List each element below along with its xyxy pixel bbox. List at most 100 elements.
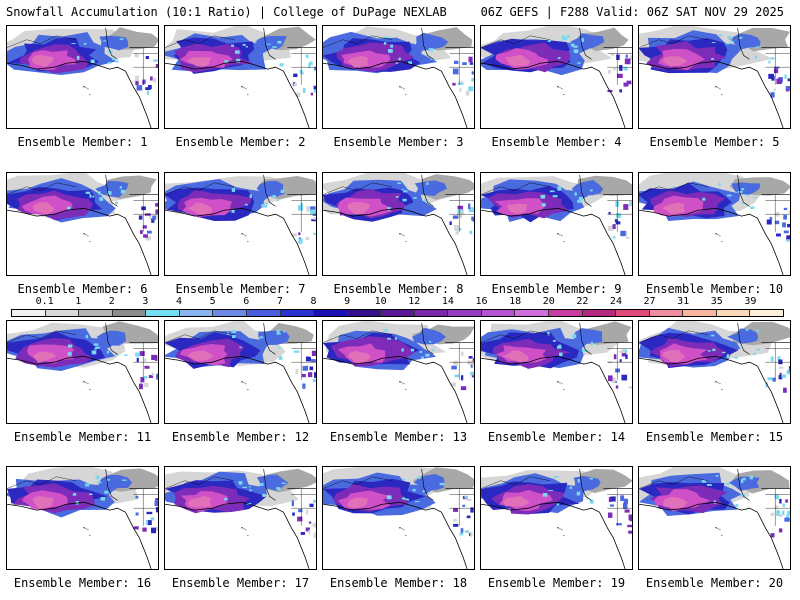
scale-swatch	[381, 310, 415, 316]
scale-swatch	[616, 310, 650, 316]
scale-swatch	[481, 310, 516, 316]
ensemble-member-label: Ensemble Member: 3	[333, 135, 464, 149]
scale-tick-label: 22	[576, 296, 589, 307]
scale-tick-label: 4	[176, 296, 183, 307]
scale-swatch	[649, 310, 684, 316]
page-title: Snowfall Accumulation (10:1 Ratio) | Col…	[6, 5, 447, 19]
ensemble-panel	[480, 320, 633, 424]
scale-tick-label: 2	[108, 296, 115, 307]
snowfall-map	[7, 173, 158, 275]
ensemble-panel	[6, 320, 159, 424]
ensemble-member-label: Ensemble Member: 16	[13, 576, 152, 590]
scale-tick-label: 35	[710, 296, 723, 307]
scale-swatch	[246, 310, 281, 316]
ensemble-panel	[164, 466, 317, 570]
scale-tick-label: 9	[344, 296, 351, 307]
ensemble-member-label: Ensemble Member: 6	[17, 282, 148, 296]
scale-tick-label: 5	[209, 296, 216, 307]
color-scale-labels: 0.1 1 2 3 4 5 6 7 8 9 10 12 14 16 18 20 22 24 27 31 35 39	[11, 296, 784, 308]
ensemble-panel	[164, 25, 317, 129]
scale-tick-label: 39	[744, 296, 757, 307]
scale-tick-label: 7	[276, 296, 283, 307]
ensemble-member-label: Ensemble Member: 15	[645, 430, 784, 444]
scale-tick-label: 3	[142, 296, 149, 307]
ensemble-member-label: Ensemble Member: 8	[333, 282, 464, 296]
ensemble-member-label: Ensemble Member: 17	[171, 576, 310, 590]
ensemble-member-label: Ensemble Member: 13	[329, 430, 468, 444]
scale-swatch	[716, 310, 751, 316]
ensemble-panel	[638, 25, 791, 129]
ensemble-panel	[480, 25, 633, 129]
scale-swatch	[347, 310, 382, 316]
ensemble-panel	[6, 172, 159, 276]
ensemble-member-label: Ensemble Member: 20	[645, 576, 784, 590]
scale-swatch	[12, 310, 46, 316]
ensemble-member-label: Ensemble Member: 9	[491, 282, 622, 296]
ensemble-panel	[638, 466, 791, 570]
ensemble-panel	[638, 320, 791, 424]
scale-tick-label: 10	[374, 296, 387, 307]
scale-swatch	[683, 310, 717, 316]
snowfall-map	[481, 26, 632, 128]
scale-swatch	[179, 310, 214, 316]
snowfall-map	[481, 321, 632, 423]
scale-swatch	[146, 310, 180, 316]
snowfall-map	[639, 173, 790, 275]
scale-tick-label: 20	[542, 296, 555, 307]
ensemble-member-label: Ensemble Member: 11	[13, 430, 152, 444]
scale-tick-label: 27	[643, 296, 656, 307]
snowfall-map	[481, 174, 632, 275]
snowfall-map	[323, 26, 474, 128]
ensemble-panel	[322, 172, 475, 276]
scale-swatch	[750, 310, 783, 316]
scale-swatch	[79, 310, 113, 316]
run-valid-time: 06Z GEFS | F288 Valid: 06Z SAT NOV 29 20…	[480, 5, 784, 19]
header: Snowfall Accumulation (10:1 Ratio) | Col…	[0, 0, 800, 22]
scale-swatch	[280, 310, 315, 316]
scale-tick-label: 18	[509, 296, 522, 307]
ensemble-panel	[6, 466, 159, 570]
scale-tick-label: 8	[310, 296, 317, 307]
ensemble-member-label: Ensemble Member: 5	[649, 135, 780, 149]
scale-tick-label: 12	[408, 296, 421, 307]
ensemble-member-label: Ensemble Member: 18	[329, 576, 468, 590]
scale-tick-label: 14	[441, 296, 454, 307]
ensemble-panel	[164, 172, 317, 276]
ensemble-panel	[6, 25, 159, 129]
scale-tick-label: 1	[75, 296, 82, 307]
snowfall-map	[165, 321, 316, 423]
scale-swatch	[314, 310, 348, 316]
snowfall-map	[7, 467, 158, 569]
snowfall-map	[639, 467, 790, 569]
ensemble-panel	[480, 466, 633, 570]
ensemble-panel	[638, 172, 791, 276]
scale-swatch	[112, 310, 147, 316]
snowfall-map	[7, 321, 158, 423]
scale-swatch	[448, 310, 482, 316]
snowfall-map	[481, 468, 632, 569]
scale-swatch	[515, 310, 549, 316]
ensemble-panel	[164, 320, 317, 424]
snowfall-map	[639, 26, 790, 128]
ensemble-member-label: Ensemble Member: 10	[645, 282, 784, 296]
ensemble-member-label: Ensemble Member: 2	[175, 135, 306, 149]
ensemble-member-label: Ensemble Member: 19	[487, 576, 626, 590]
ensemble-member-label: Ensemble Member: 12	[171, 430, 310, 444]
scale-swatch	[549, 310, 583, 316]
ensemble-member-label: Ensemble Member: 1	[17, 135, 148, 149]
snowfall-map	[165, 26, 316, 128]
ensemble-member-label: Ensemble Member: 7	[175, 282, 306, 296]
scale-tick-label: 6	[243, 296, 250, 307]
snowfall-map	[7, 27, 158, 128]
scale-swatch	[582, 310, 617, 316]
ensemble-panel	[322, 466, 475, 570]
ensemble-panel	[322, 25, 475, 129]
scale-swatch	[45, 310, 80, 316]
snowfall-map	[165, 468, 316, 569]
scale-tick-label: 31	[677, 296, 690, 307]
scale-swatch	[414, 310, 449, 316]
snowfall-map	[165, 174, 316, 275]
ensemble-member-label: Ensemble Member: 14	[487, 430, 626, 444]
scale-swatch	[213, 310, 247, 316]
snowfall-map	[323, 467, 474, 569]
